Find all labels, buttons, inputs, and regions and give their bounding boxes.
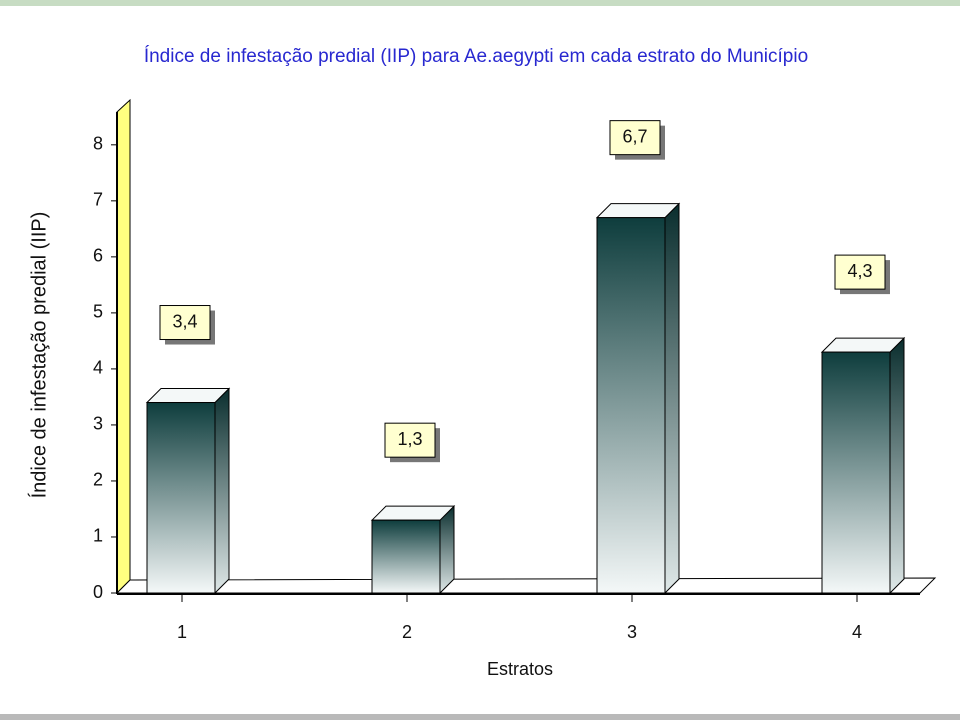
bar-top (370, 505, 456, 521)
x-tick-label: 1 (177, 622, 187, 642)
bar (821, 351, 891, 594)
back-wall (116, 98, 131, 595)
bar-side (214, 387, 230, 595)
y-axis-label: Índice de infestação predial (IIP) (27, 212, 50, 499)
bar-side (439, 504, 455, 595)
y-tick-label: 5 (93, 302, 103, 322)
bar-top (595, 203, 681, 219)
bar-top (820, 337, 906, 353)
x-tick-label: 2 (402, 622, 412, 642)
floor (115, 577, 937, 594)
bar-top (145, 388, 231, 404)
value-label: 3,4 (172, 311, 197, 331)
y-tick-label: 0 (93, 582, 103, 602)
value-label-box (384, 422, 436, 458)
x-tick-label: 3 (627, 622, 637, 642)
x-tick-label: 4 (852, 622, 862, 642)
y-tick-label: 3 (93, 414, 103, 434)
y-tick-label: 2 (93, 470, 103, 490)
bar-side (889, 336, 905, 595)
bar (596, 217, 666, 594)
bar (371, 519, 441, 594)
value-label: 4,3 (847, 261, 872, 281)
y-tick-label: 7 (93, 190, 103, 210)
value-label-box (834, 254, 886, 290)
bar (146, 402, 216, 594)
bar-side (664, 202, 680, 595)
value-label: 1,3 (397, 429, 422, 449)
value-label: 6,7 (622, 126, 647, 146)
y-tick-label: 8 (93, 134, 103, 154)
value-label-box (159, 305, 211, 341)
top-border (0, 0, 960, 6)
bottom-border (0, 714, 960, 720)
value-label-box (609, 120, 661, 156)
y-tick-label: 1 (93, 526, 103, 546)
y-tick-label: 6 (93, 246, 103, 266)
chart-title: Índice de infestação predial (IIP) para … (144, 46, 808, 67)
y-tick-label: 4 (93, 358, 103, 378)
x-axis-label: Estratos (487, 659, 553, 679)
